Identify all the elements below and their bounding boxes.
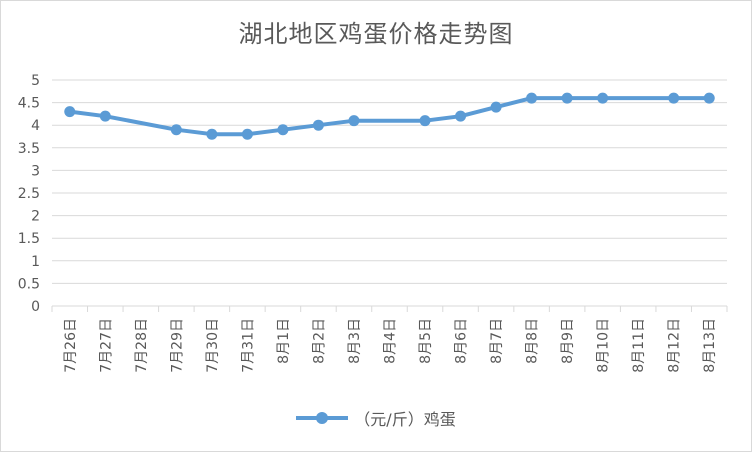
y-tick-label: 3.5 bbox=[18, 141, 40, 157]
y-tick-label: 2 bbox=[31, 209, 40, 225]
data-point bbox=[99, 110, 111, 122]
x-tick-label: 8月1日 bbox=[276, 318, 292, 364]
x-tick-label: 7月27日 bbox=[98, 318, 114, 373]
x-tick-label: 8月13日 bbox=[702, 318, 718, 373]
x-tick-label: 8月5日 bbox=[418, 318, 434, 364]
y-tick-label: 1.5 bbox=[18, 231, 40, 247]
x-tick-label: 8月4日 bbox=[383, 318, 399, 364]
y-tick-label: 4 bbox=[31, 118, 40, 134]
series-line bbox=[69, 96, 710, 137]
data-point bbox=[455, 110, 467, 122]
data-point bbox=[241, 128, 253, 140]
x-tick-label: 8月3日 bbox=[347, 318, 363, 364]
y-tick-label: 0.5 bbox=[18, 276, 40, 292]
data-point bbox=[277, 124, 289, 136]
x-tick-label: 7月28日 bbox=[134, 318, 150, 373]
x-tick-label: 8月8日 bbox=[525, 318, 541, 364]
x-tick-label: 8月2日 bbox=[311, 318, 327, 364]
data-point bbox=[561, 92, 573, 104]
data-point bbox=[597, 92, 609, 104]
legend-label: （元/斤）鸡蛋 bbox=[354, 410, 456, 429]
data-point bbox=[668, 92, 680, 104]
x-tick-label: 7月29日 bbox=[169, 318, 185, 373]
y-tick-label: 5 bbox=[31, 73, 40, 89]
x-tick-label: 7月31日 bbox=[240, 318, 256, 373]
legend: （元/斤）鸡蛋 bbox=[0, 406, 752, 430]
x-tick-label: 8月9日 bbox=[560, 318, 576, 364]
data-point bbox=[348, 115, 360, 127]
data-point bbox=[312, 119, 324, 131]
x-tick-label: 8月6日 bbox=[454, 318, 470, 364]
x-tick-label: 8月10日 bbox=[596, 318, 612, 373]
y-tick-label: 3 bbox=[31, 163, 40, 179]
x-tick-label: 8月12日 bbox=[667, 318, 683, 373]
x-tick-label: 7月30日 bbox=[205, 318, 221, 373]
y-tick-label: 4.5 bbox=[18, 96, 40, 112]
data-point bbox=[206, 128, 218, 140]
x-tick-label: 7月26日 bbox=[63, 318, 79, 373]
legend-swatch bbox=[296, 408, 349, 428]
chart-title: 湖北地区鸡蛋价格走势图 bbox=[238, 20, 514, 48]
y-tick-label: 1 bbox=[31, 254, 40, 270]
y-tick-label: 2.5 bbox=[18, 186, 40, 202]
y-tick-label: 0 bbox=[31, 299, 40, 315]
x-tick-label: 8月7日 bbox=[489, 318, 505, 364]
data-point bbox=[490, 101, 502, 113]
data-point bbox=[419, 115, 431, 127]
data-point bbox=[703, 92, 715, 104]
x-tick-label: 8月11日 bbox=[631, 318, 647, 373]
data-point bbox=[526, 92, 538, 104]
data-point bbox=[170, 124, 182, 136]
data-point bbox=[64, 106, 76, 118]
